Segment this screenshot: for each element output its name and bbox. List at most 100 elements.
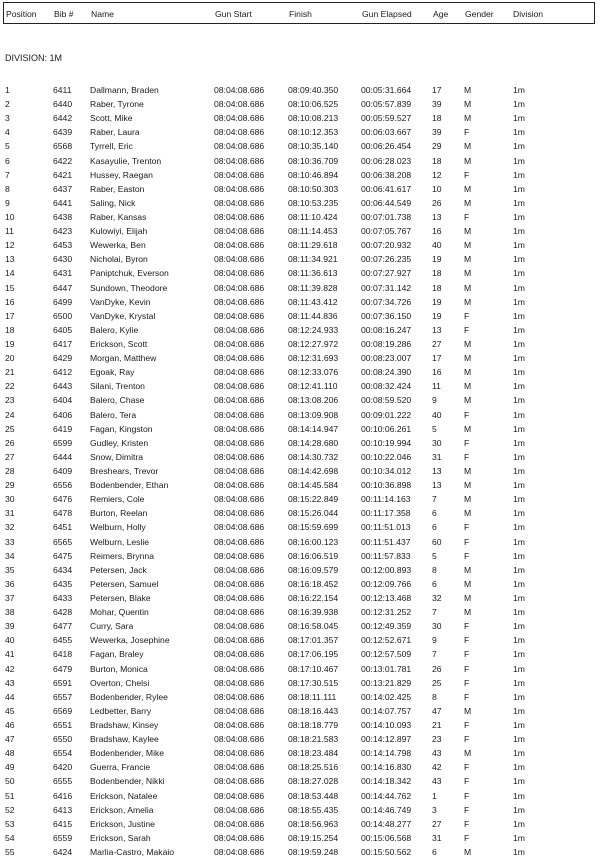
cell-gender: M — [464, 395, 472, 406]
cell-gender: M — [464, 423, 472, 434]
cell-gender: F — [464, 550, 470, 561]
cell-gun-start: 08:04:08.686 — [214, 141, 265, 152]
table-row: 33 6565 Welburn, Leslie 08:04:08.686 08:16:0… — [0, 537, 600, 551]
table-row: 9 6441 Saling, Nick 08:04:08.686 08:10:53.23… — [0, 198, 600, 212]
cell-finish: 08:18:16.443 — [288, 705, 339, 716]
cell-gun-elapsed: 00:14:07.757 — [361, 705, 412, 716]
cell-gun-start: 08:04:08.686 — [214, 155, 265, 166]
cell-position: 52 — [5, 804, 15, 815]
cell-name: Ledbetter, Barry — [90, 705, 152, 716]
table-row: 50 6555 Bodenbender, Nikki 08:04:08.686 08:1… — [0, 776, 600, 790]
cell-position: 54 — [5, 832, 15, 843]
cell-age: 19 — [432, 296, 442, 307]
cell-finish: 08:14:45.584 — [288, 480, 339, 491]
cell-age: 11 — [432, 381, 441, 392]
cell-gun-start: 08:04:08.686 — [214, 691, 265, 702]
table-row: 45 6569 Ledbetter, Barry 08:04:08.686 08:18:… — [0, 706, 600, 720]
table-row: 3 6442 Scott, Mike 08:04:08.686 08:10:08.213… — [0, 113, 600, 127]
cell-gun-elapsed: 00:14:48.277 — [361, 818, 412, 829]
cell-name: Kulowiyi, Elijah — [90, 226, 148, 237]
cell-gun-start: 08:04:08.686 — [214, 705, 265, 716]
cell-division: 1m — [513, 607, 525, 618]
cell-division: 1m — [513, 141, 525, 152]
table-row: 30 6476 Remiers, Cole 08:04:08.686 08:15:22.… — [0, 494, 600, 508]
cell-age: 43 — [432, 776, 442, 787]
cell-position: 11 — [5, 226, 14, 237]
cell-gun-elapsed: 00:07:01.738 — [361, 211, 412, 222]
cell-finish: 08:16:22.154 — [288, 592, 339, 603]
cell-position: 26 — [5, 437, 15, 448]
cell-bib: 6424 — [53, 846, 73, 857]
cell-division: 1m — [513, 536, 525, 547]
cell-name: Wewerka, Josephine — [90, 635, 170, 646]
cell-gun-elapsed: 00:08:23.007 — [361, 353, 412, 364]
cell-gun-start: 08:04:08.686 — [214, 734, 265, 745]
cell-gun-elapsed: 00:11:14.163 — [361, 494, 411, 505]
header-gun-elapsed: Gun Elapsed — [362, 9, 412, 19]
cell-name: Snow, Dimitra — [90, 451, 144, 462]
cell-gun-start: 08:04:08.686 — [214, 790, 265, 801]
cell-gender: F — [464, 719, 470, 730]
cell-name: Reimers, Brynna — [90, 550, 154, 561]
cell-division: 1m — [513, 324, 525, 335]
cell-bib: 6499 — [53, 296, 73, 307]
cell-name: Fagan, Kingston — [90, 423, 153, 434]
cell-gun-start: 08:04:08.686 — [214, 310, 265, 321]
header-bib: Bib # — [54, 9, 74, 19]
cell-gender: M — [464, 268, 472, 279]
cell-age: 7 — [432, 607, 437, 618]
cell-gun-start: 08:04:08.686 — [214, 127, 265, 138]
table-row: 51 6416 Erickson, Natalee 08:04:08.686 08:18… — [0, 791, 600, 805]
cell-gun-elapsed: 00:07:31.142 — [361, 282, 412, 293]
table-row: 35 6434 Petersen, Jack 08:04:08.686 08:16:09… — [0, 565, 600, 579]
cell-gun-start: 08:04:08.686 — [214, 564, 265, 575]
cell-position: 18 — [5, 324, 15, 335]
cell-finish: 08:12:31.693 — [288, 353, 339, 364]
cell-finish: 08:10:06.525 — [288, 99, 339, 110]
cell-bib: 6419 — [53, 423, 73, 434]
cell-gender: M — [464, 494, 472, 505]
cell-finish: 08:10:12.353 — [288, 127, 339, 138]
cell-gender: F — [464, 127, 470, 138]
cell-gun-elapsed: 00:11:57.833 — [361, 550, 411, 561]
table-row: 36 6435 Petersen, Samuel 08:04:08.686 08:16:… — [0, 579, 600, 593]
cell-gender: M — [464, 338, 472, 349]
cell-gun-elapsed: 00:06:03.667 — [361, 127, 412, 138]
cell-age: 18 — [432, 282, 442, 293]
header-position: Position — [6, 9, 37, 19]
table-row: 4 6439 Raber, Laura 08:04:08.686 08:10:12.35… — [0, 127, 600, 141]
cell-finish: 08:18:23.484 — [288, 748, 339, 759]
cell-age: 7 — [432, 494, 437, 505]
cell-age: 7 — [432, 649, 437, 660]
cell-finish: 08:10:35.140 — [288, 141, 339, 152]
cell-bib: 6451 — [53, 522, 73, 533]
cell-age: 13 — [432, 480, 442, 491]
cell-age: 40 — [432, 240, 442, 251]
cell-gun-start: 08:04:08.686 — [214, 621, 265, 632]
cell-gender: F — [464, 776, 470, 787]
cell-bib: 6557 — [53, 691, 73, 702]
cell-finish: 08:11:43.412 — [288, 296, 338, 307]
cell-age: 25 — [432, 677, 442, 688]
cell-gun-start: 08:04:08.686 — [214, 578, 265, 589]
cell-gun-elapsed: 00:14:16.830 — [361, 762, 412, 773]
cell-division: 1m — [513, 338, 525, 349]
cell-age: 12 — [432, 169, 442, 180]
cell-gun-start: 08:04:08.686 — [214, 268, 265, 279]
cell-name: Remiers, Cole — [90, 494, 145, 505]
table-row: 18 6405 Balero, Kylie 08:04:08.686 08:12:24.… — [0, 325, 600, 339]
cell-gender: M — [464, 254, 472, 265]
cell-finish: 08:18:55.435 — [288, 804, 339, 815]
cell-gun-start: 08:04:08.686 — [214, 113, 265, 124]
cell-gender: M — [464, 564, 472, 575]
cell-position: 55 — [5, 846, 15, 857]
cell-name: Curry, Sara — [90, 621, 134, 632]
cell-gender: M — [464, 296, 472, 307]
cell-finish: 08:15:26.044 — [288, 508, 339, 519]
cell-division: 1m — [513, 113, 525, 124]
cell-gun-elapsed: 00:10:34.012 — [361, 465, 412, 476]
cell-name: Scott, Mike — [90, 113, 133, 124]
header-name: Name — [91, 9, 114, 19]
cell-division: 1m — [513, 677, 525, 688]
cell-division: 1m — [513, 99, 525, 110]
